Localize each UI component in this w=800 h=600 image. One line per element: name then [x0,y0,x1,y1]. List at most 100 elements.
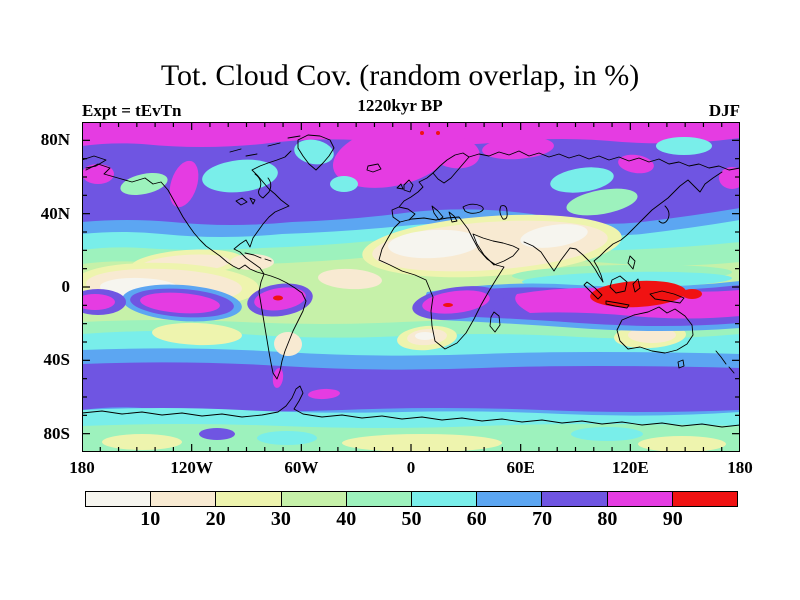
y-tick-label: 80N [40,130,70,150]
contour-patch-alaska [120,173,168,195]
contour-dry-casia-core [520,224,588,248]
contour-dateline-s-max [82,294,115,310]
contour-dry-seatlantic-core [415,332,435,340]
x-tick-label: 180 [69,458,95,477]
contour-blob-southernocean-max [308,388,340,400]
y-tick-label: 80S [43,423,70,443]
coastline-east-asia [593,171,723,283]
coastline-india [523,241,604,283]
contour-newguinea-red [682,289,702,299]
contour-dry-spacific [152,322,242,346]
coastline-south-america [258,273,307,380]
colorbar-label: 40 [336,508,357,530]
colorbar-segment-70-80 [541,492,607,506]
colorbar-segment-30-40 [280,492,346,506]
x-tick-label: 180 [727,458,753,477]
page-title: Tot. Cloud Cov. (random overlap, in %) [160,59,640,92]
coastline-sulawesi [632,278,641,293]
colorbar-labels: 10 20 30 40 50 60 70 80 90 [85,508,738,534]
coastline-madagascar [489,311,501,333]
coastline-hudson-bay [254,173,272,199]
axis-ticks [83,123,739,451]
contour-patch-kazakh [566,188,638,216]
contour-patch-antarctica-cyan1 [257,431,317,445]
contour-patch-antarctica-dry2 [638,436,726,452]
colorbar-label: 50 [401,508,422,530]
y-axis-labels: 80N 40N 0 40S 80S [0,122,74,452]
coastline-iceland [366,163,382,173]
coastline-new-zealand [715,350,735,374]
coastline-philippines [627,255,636,270]
coastline-scandinavia [432,152,470,184]
contour-itcz-transition2 [522,271,732,289]
coastline-north-america-east [233,150,292,275]
x-tick-label: 60E [506,458,535,477]
x-tick-label: 120W [170,458,213,477]
colorbar-label: 20 [205,508,226,530]
colorbar-segment-60-70 [476,492,542,506]
contour-patch-antarctica-dry3 [102,434,182,450]
coastline-japan [658,205,670,224]
contour-patch-antarctica-dry1 [342,434,502,452]
map-plot-area [82,122,740,452]
y-tick-label: 40N [40,203,70,223]
colorbar-segment-50-60 [411,492,477,506]
coastline-tasmania [677,359,685,369]
colorbar-label: 60 [466,508,487,530]
coastline-caspian-sea [499,205,508,220]
x-axis-labels: 180 120W 60W 0 60E 120E 180 [69,458,753,480]
coastline-sumatra [583,281,603,300]
colorbar-segment-80-90 [606,492,672,506]
x-tick-label: 0 [406,458,416,477]
coastline-new-guinea [649,290,685,304]
contour-patch-csiberia [550,167,614,193]
contour-speck-arctic-red2 [436,131,440,135]
contour-blob-bering-max [82,164,114,184]
coastline-britain-ireland [396,179,414,193]
contour-blob-natlantic-max [332,124,452,188]
colorbar-label: 90 [662,508,683,530]
plot-subtitle: 1220kyr BP [357,96,443,115]
contour-patch-antarctica-purple [199,428,235,440]
coastline-north-america-west [85,163,265,275]
contour-dry-eqatlantic [318,268,382,290]
coastline-arctic-islands [229,135,301,157]
contour-sepacific-max [140,292,220,314]
coastline-caribbean [244,252,272,262]
experiment-label: Expt = tEvTn [82,101,182,120]
coastline-great-lakes [235,197,256,206]
coastline-java [605,300,630,309]
colorbar-segment-40-50 [345,492,412,506]
contour-patch-labrador [330,176,358,192]
contour-dry-sahara-core [388,229,480,259]
coastline-black-sea [462,203,484,214]
contour-patch-antarctica-cyan2 [571,427,643,441]
coastline-arabia [472,233,520,266]
contour-maritime-continent-red [590,280,686,308]
contour-patch-earctic [656,137,712,155]
contour-patch-ncanada [202,159,278,193]
colorbar-segment-20-30 [215,492,281,506]
coastline-iberia-france [391,172,434,223]
coastline-italy-greece [431,205,458,223]
colorbar-segment-<10 [86,492,151,506]
colorbar-label: 10 [140,508,161,530]
coastline-greenland [297,134,335,171]
contour-africa-s-max [422,290,490,314]
contour-blob-scandinavia-max [428,135,480,169]
contour-speck-arctic-red1 [420,131,424,135]
colorbar [85,491,738,507]
contour-blob-nwcoast-max [169,160,199,208]
y-tick-label: 0 [61,277,71,296]
contour-field [82,122,740,452]
colorbar-label: 70 [532,508,553,530]
contour-africa-red [443,303,453,307]
x-tick-label: 60W [284,458,319,477]
coastline-africa [378,216,505,350]
contour-blob-dateline-max [719,167,740,189]
coastline-antarctica [82,385,740,428]
coastline-siberia-arctic [468,150,740,171]
contour-amazon-red [273,295,283,301]
coastlines [82,134,740,428]
